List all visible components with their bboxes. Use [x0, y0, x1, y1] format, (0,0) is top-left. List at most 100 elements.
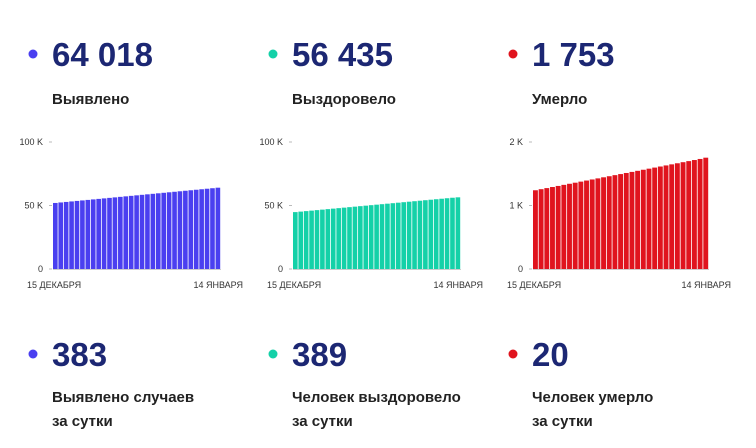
- bar: [155, 193, 161, 269]
- bar: [80, 200, 85, 269]
- daily-value: 20: [532, 336, 569, 373]
- bar: [390, 203, 396, 269]
- y-tick-label: 0: [518, 264, 523, 274]
- x-tick-label: 15 ДЕКАБРЯ: [27, 280, 81, 290]
- bar: [450, 197, 455, 269]
- bar: [368, 205, 374, 269]
- bar: [166, 192, 172, 269]
- bar: [358, 206, 363, 269]
- stat-value: 1 753: [532, 36, 615, 73]
- daily-label: Выявлено случаев: [52, 389, 194, 406]
- daily-label: Человек выздоровело: [292, 389, 461, 406]
- bar: [379, 204, 385, 269]
- bar: [433, 199, 439, 269]
- daily-value: 389: [292, 336, 347, 373]
- bar: [188, 190, 194, 269]
- stat-label: Умерло: [532, 91, 587, 108]
- bar: [395, 202, 401, 269]
- y-tick-label: 50 K: [24, 201, 43, 211]
- stat-label: Выздоровело: [292, 91, 396, 108]
- bar: [669, 164, 675, 269]
- bar: [674, 163, 680, 269]
- x-tick-label: 14 ЯНВАРЯ: [193, 280, 243, 290]
- bar: [691, 160, 697, 269]
- bar: [150, 193, 156, 269]
- bar: [657, 166, 663, 269]
- bar: [309, 210, 314, 269]
- bar: [544, 188, 550, 269]
- bar: [374, 204, 379, 269]
- bar: [215, 187, 221, 269]
- bar: [412, 201, 417, 269]
- bar: [589, 179, 595, 269]
- bar: [90, 199, 96, 269]
- bar: [134, 195, 139, 269]
- bar: [63, 201, 69, 269]
- bar: [74, 200, 80, 269]
- stat-value: 56 435: [292, 36, 393, 73]
- bar: [555, 185, 561, 269]
- bar: [53, 202, 58, 269]
- bar: [172, 191, 177, 269]
- bar: [646, 168, 652, 269]
- x-tick-label: 14 ЯНВАРЯ: [681, 280, 731, 290]
- bar: [578, 181, 584, 269]
- bar: [595, 178, 601, 269]
- bar: [623, 172, 629, 269]
- bar: [663, 165, 669, 269]
- y-tick-label: 2 K: [509, 137, 523, 147]
- bar: [96, 198, 101, 269]
- bar: [352, 206, 358, 269]
- bar: [107, 197, 112, 269]
- bar: [423, 200, 428, 269]
- bar: [303, 211, 309, 269]
- y-tick-label: 100 K: [19, 137, 43, 147]
- bar: [618, 174, 624, 269]
- bar: [161, 192, 167, 269]
- bar: [612, 175, 618, 269]
- bar: [199, 189, 204, 269]
- bar: [298, 211, 304, 269]
- y-tick-label: 100 K: [259, 137, 283, 147]
- bar: [325, 209, 331, 269]
- bar: [567, 183, 572, 269]
- bar: [439, 198, 444, 269]
- bar: [601, 177, 607, 269]
- dot: [268, 49, 278, 59]
- bar: [183, 190, 188, 269]
- bar: [341, 207, 347, 269]
- daily-label: за сутки: [532, 413, 593, 430]
- bar: [363, 205, 369, 269]
- dot: [28, 49, 38, 59]
- bar: [314, 210, 320, 269]
- bar: [58, 202, 64, 269]
- bar: [572, 182, 578, 269]
- daily-label: за сутки: [292, 413, 353, 430]
- dot: [508, 349, 518, 359]
- bar: [406, 201, 412, 269]
- bar: [629, 171, 635, 269]
- bar: [336, 208, 341, 269]
- bar: [193, 189, 199, 269]
- bar: [561, 184, 567, 269]
- bar: [139, 194, 145, 269]
- bar: [347, 207, 352, 269]
- bar: [428, 199, 434, 269]
- bar: [320, 209, 325, 269]
- bar: [640, 169, 646, 269]
- bar: [101, 198, 107, 269]
- bar: [177, 191, 183, 269]
- bar: [210, 188, 215, 269]
- bar: [128, 195, 134, 269]
- dot: [508, 49, 518, 59]
- stat-label: Выявлено: [52, 91, 129, 108]
- bar: [385, 203, 390, 269]
- bar: [703, 157, 709, 269]
- bar: [112, 197, 118, 269]
- bar: [293, 212, 298, 269]
- bar: [401, 202, 407, 269]
- bar: [584, 180, 589, 269]
- bar: [686, 161, 692, 269]
- bar: [550, 187, 555, 269]
